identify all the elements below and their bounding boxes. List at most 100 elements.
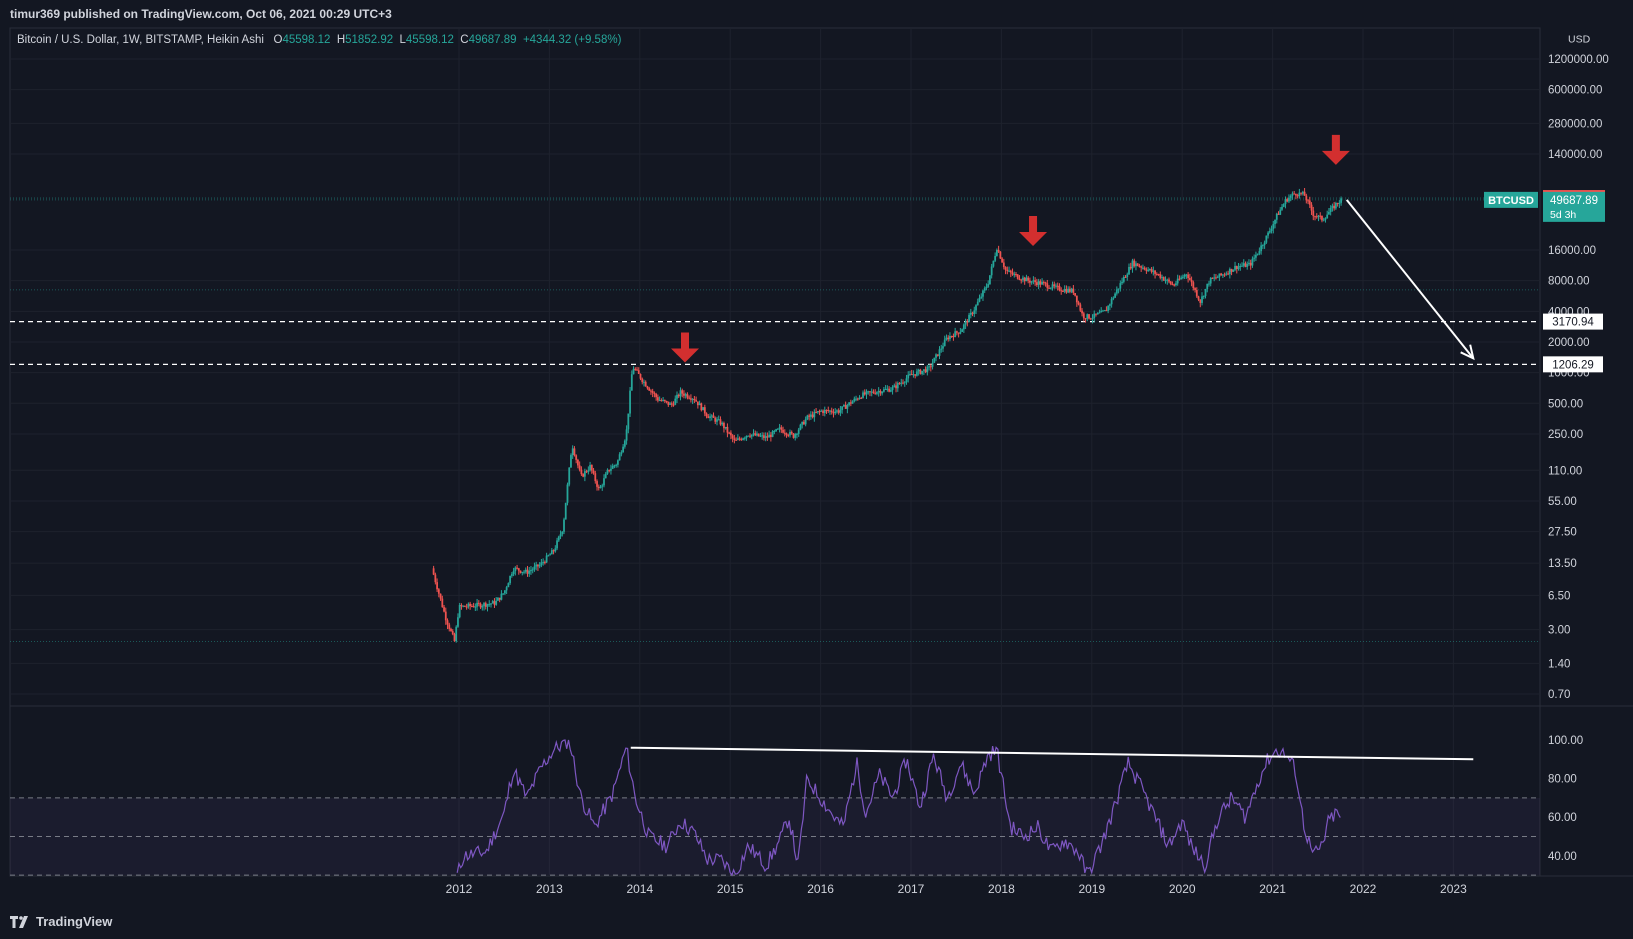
price-tick-label: 55.00 [1548,496,1577,508]
candle-body [1268,230,1271,233]
candle-body [1237,266,1240,270]
candle-body [601,485,604,487]
candle-body [554,548,557,552]
candle-body [1022,277,1024,280]
candle-body [1168,279,1170,282]
candle-body [1329,208,1332,212]
candle-body [726,426,729,433]
candle-body [1018,278,1021,280]
candle-body [776,428,779,430]
high-value: 51852.92 [345,34,394,46]
candle-body [1275,213,1278,220]
candle-body [995,249,998,257]
candle-body [597,486,600,489]
candle-body [587,470,590,472]
candle-body [1307,200,1309,202]
candle-body [533,566,536,570]
candle-body [775,429,777,432]
candle-body [917,369,920,372]
candle-body [811,414,814,418]
high-label: H [336,34,346,46]
candle-body [535,564,538,567]
candle-body [1108,304,1111,306]
candle-body [705,413,708,417]
candle-body [855,398,857,400]
price-tick-label: 280000.00 [1548,118,1602,130]
candle-body [616,460,619,465]
price-unit-label: USD [1568,33,1591,45]
level-label-box [1543,313,1603,330]
candle-body [1148,268,1151,270]
candle-body [509,575,512,584]
candle-body [542,562,545,564]
candle-body [543,562,546,564]
candle-body [1117,288,1120,290]
candle-body [839,409,842,413]
candle-body [1082,313,1085,319]
candle-body [457,617,459,627]
candle-body [736,438,739,440]
candle-body [1288,197,1290,202]
candle-body [1333,205,1336,209]
symbol-description: Bitcoin / U.S. Dollar, 1W, BITSTAMP, Hei… [17,34,264,46]
candle-body [1211,277,1214,279]
candle-body [1081,310,1083,314]
candle-body [1060,290,1063,292]
candle-body [688,397,691,399]
candle-body [886,388,889,390]
candle-body [1122,276,1125,282]
tradingview-logo[interactable]: TradingView [10,914,112,929]
price-tick-label: 1.40 [1548,658,1570,670]
candle-body [882,389,885,392]
candle-body [733,438,736,440]
candle-body [1326,214,1329,219]
candle-body [564,502,567,520]
candle-body [495,600,498,605]
candle-body [580,469,583,475]
candle-body [672,404,675,406]
candle-body [698,403,701,406]
candle-body [929,366,932,368]
candle-body [860,397,863,399]
candle-body [1223,274,1226,276]
candle-body [761,435,764,437]
candle-body [505,587,508,591]
candle-body [683,393,685,396]
candle-body [813,411,816,418]
candle-body [450,628,452,632]
candle-body [752,433,755,435]
candle-body [1058,285,1061,291]
candle-body [1253,257,1256,259]
candle-body [528,570,531,574]
candle-body [876,392,878,394]
candle-body [994,256,997,261]
candle-body [808,415,811,417]
candle-body [1314,216,1316,218]
candle-body [519,570,522,573]
candle-body [599,486,602,489]
candle-body [585,471,588,473]
candle-body [1002,262,1005,268]
rsi-tick-label: 60.00 [1548,812,1577,824]
candle-body [989,275,991,285]
candle-body [1190,279,1193,283]
price-tick-label: 500.00 [1548,398,1583,410]
candle-body [500,593,503,600]
candle-body [1049,287,1052,289]
close-value: 49687.89 [468,34,517,46]
candle-body [902,382,904,384]
candle-body [1225,273,1228,275]
candle-body [1075,295,1078,303]
candle-body [783,432,786,434]
candle-body [1115,289,1118,294]
candle-body [444,611,447,621]
time-tick-label: 2014 [626,882,653,896]
candle-body [1001,258,1003,263]
candle-body [1169,281,1172,284]
candle-body [604,473,607,479]
candle-body [1246,263,1249,267]
rsi-trendline [630,746,1474,761]
publisher-line: timur369 published on TradingView.com, O… [10,7,392,21]
candle-body [663,399,666,401]
